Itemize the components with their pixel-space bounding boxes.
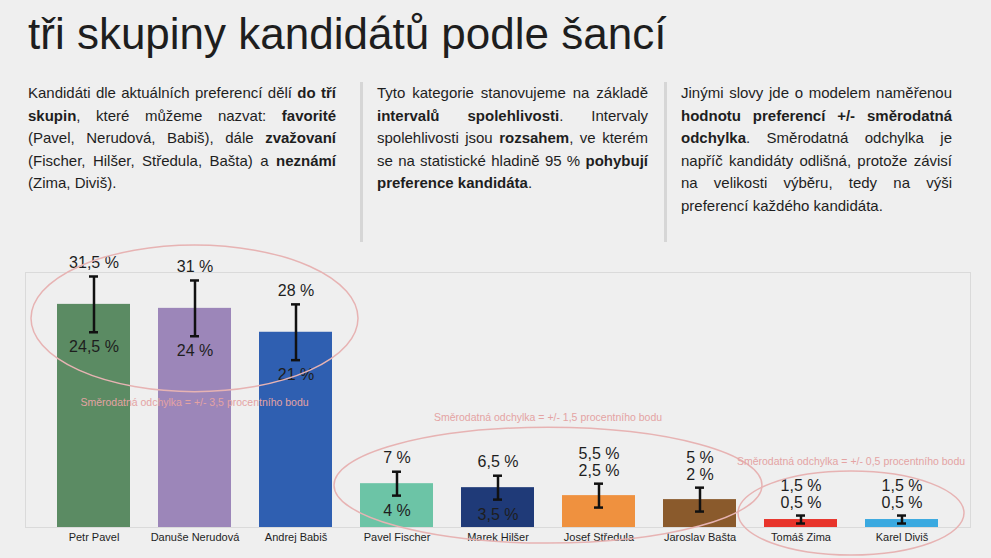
svg-text:5,5 %: 5,5 % bbox=[579, 445, 620, 462]
svg-text:Marek Hilšer: Marek Hilšer bbox=[467, 531, 529, 544]
html-text:(Zima, Diviš).: (Zima, Diviš). bbox=[28, 174, 117, 191]
svg-text:24,5 %: 24,5 % bbox=[69, 338, 119, 355]
html-text:tři skupiny kandidátů podle ša: tři skupiny kandidátů podle šancí bbox=[28, 9, 667, 58]
svg-text:31,5 %: 31,5 % bbox=[69, 253, 119, 271]
html-text:Tyto kategorie stanovujeme na: Tyto kategorie stanovujeme na základě bbox=[377, 84, 648, 101]
html-text:(Pavel, Nerudová, Babiš), dále: (Pavel, Nerudová, Babiš), dále zvažovaní bbox=[28, 129, 336, 146]
svg-text:Josef Středula: Josef Středula bbox=[563, 531, 635, 544]
svg-text:31 %: 31 % bbox=[177, 258, 213, 275]
svg-text:2 %: 2 % bbox=[686, 466, 714, 483]
svg-text:24 %: 24 % bbox=[177, 342, 213, 359]
svg-text:1,5 %: 1,5 % bbox=[781, 477, 822, 494]
svg-text:21 %: 21 % bbox=[278, 366, 314, 383]
svg-text:Jaroslav Bašta: Jaroslav Bašta bbox=[664, 531, 737, 543]
html-text:Kandidáti dle aktuálních prefe: Kandidáti dle aktuálních preferencí dělí… bbox=[28, 84, 336, 124]
svg-text:Petr Pavel: Petr Pavel bbox=[69, 531, 120, 543]
html-text:hodnotu preferencí +/- směroda: hodnotu preferencí +/- směrodatná odchyl… bbox=[681, 106, 952, 214]
svg-text:3,5 %: 3,5 % bbox=[478, 506, 519, 523]
svg-text:6,5 %: 6,5 % bbox=[478, 453, 519, 470]
html-text:Jinými slovy jde o modelem nam: Jinými slovy jde o modelem naměřenou bbox=[681, 84, 952, 101]
svg-text:Směrodatná odchylka = +/- 3,5: Směrodatná odchylka = +/- 3,5 procentníh… bbox=[80, 396, 308, 408]
svg-text:0,5 %: 0,5 % bbox=[781, 494, 822, 511]
svg-text:Tomáš Zima: Tomáš Zima bbox=[771, 531, 832, 543]
svg-text:Danuše Nerudová: Danuše Nerudová bbox=[151, 531, 241, 543]
svg-text:7 %: 7 % bbox=[383, 449, 411, 466]
svg-text:Směrodatná odchylka = +/- 0,5: Směrodatná odchylka = +/- 0,5 procentníh… bbox=[737, 455, 965, 467]
svg-text:Karel Diviš: Karel Diviš bbox=[876, 531, 929, 543]
svg-text:Směrodatná odchylka = +/- 1,5: Směrodatná odchylka = +/- 1,5 procentníh… bbox=[434, 411, 662, 423]
html-text:(Fischer, Hilšer, Středula, Ba: (Fischer, Hilšer, Středula, Bašta) a nez… bbox=[28, 151, 336, 169]
svg-text:Pavel Fischer: Pavel Fischer bbox=[364, 531, 431, 543]
svg-text:Andrej Babiš: Andrej Babiš bbox=[265, 531, 328, 543]
svg-text:1,5 %: 1,5 % bbox=[881, 476, 923, 494]
svg-text:0,5 %: 0,5 % bbox=[882, 494, 923, 511]
html-text:intervalů spolehlivosti. Inter: intervalů spolehlivosti. Intervaly spole… bbox=[377, 106, 648, 191]
svg-text:2,5 %: 2,5 % bbox=[579, 462, 620, 479]
svg-text:4 %: 4 % bbox=[383, 502, 411, 519]
svg-text:28 %: 28 % bbox=[278, 281, 314, 298]
svg-text:5 %: 5 % bbox=[686, 449, 714, 466]
